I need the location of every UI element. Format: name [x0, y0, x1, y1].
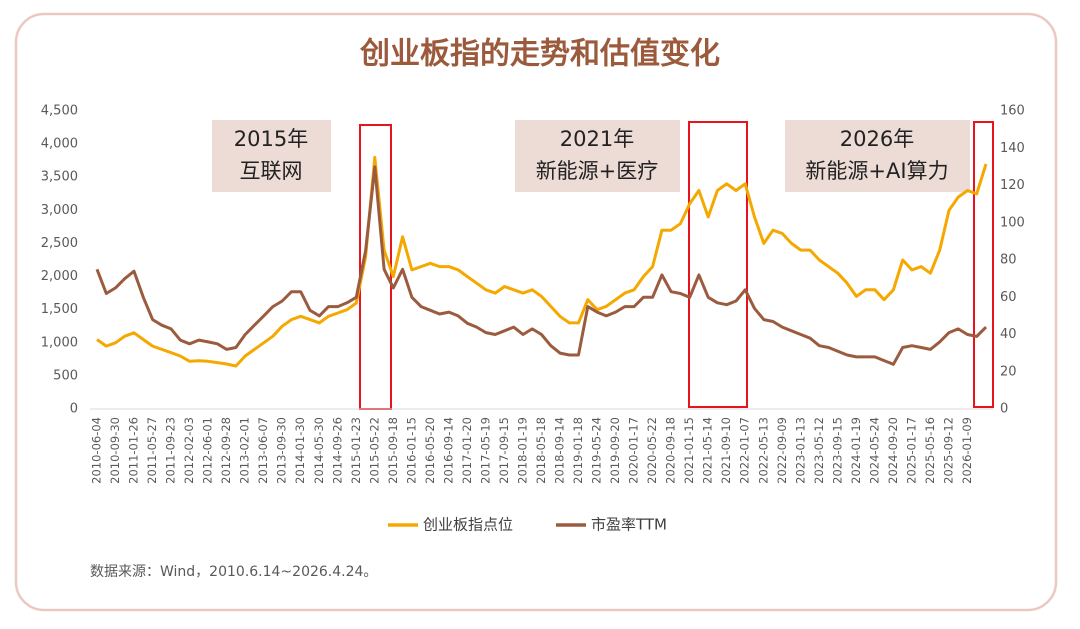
annotation-text: 2021年 — [560, 127, 634, 151]
y2-tick-label: 40 — [1000, 327, 1017, 342]
x-tick-label: 2019-01-18 — [571, 417, 585, 484]
x-tick-label: 2026-01-09 — [960, 417, 974, 484]
y2-tick-label: 80 — [1000, 253, 1017, 268]
x-tick-label: 2020-05-22 — [645, 417, 659, 484]
x-tick-label: 2023-09-15 — [830, 417, 844, 484]
x-tick-label: 2017-05-19 — [478, 417, 492, 484]
x-tick-label: 2013-06-07 — [256, 417, 270, 484]
annotation-text: 2015年 — [234, 127, 308, 151]
y2-tick-label: 100 — [1000, 215, 1025, 230]
x-tick-label: 2014-09-26 — [330, 417, 344, 484]
annotation-text: 新能源+AI算力 — [805, 159, 948, 183]
y2-tick-label: 20 — [1000, 364, 1017, 379]
annotation-box — [212, 120, 331, 192]
x-tick-label: 2017-09-15 — [497, 417, 511, 484]
y-tick-label: 3,000 — [41, 203, 78, 218]
x-tick-label: 2017-01-20 — [460, 417, 474, 484]
x-tick-label: 2023-01-13 — [793, 417, 807, 484]
x-tick-label: 2024-09-20 — [886, 417, 900, 484]
x-tick-label: 2012-09-28 — [219, 417, 233, 484]
y-tick-label: 1,000 — [41, 335, 78, 350]
y-tick-label: 1,500 — [41, 302, 78, 317]
x-tick-label: 2024-05-24 — [867, 417, 881, 484]
x-tick-label: 2012-06-01 — [201, 417, 215, 484]
y2-tick-label: 120 — [1000, 178, 1025, 193]
series-line — [96, 155, 988, 368]
y-tick-label: 4,000 — [41, 137, 78, 152]
x-tick-label: 2019-09-20 — [608, 417, 622, 484]
x-tick-label: 2020-09-18 — [664, 417, 678, 484]
x-tick-label: 2011-09-23 — [164, 417, 178, 484]
highlight-box — [973, 121, 994, 408]
x-tick-label: 2023-05-12 — [812, 417, 826, 484]
x-tick-label: 2015-09-18 — [386, 417, 400, 484]
x-tick-label: 2015-01-23 — [349, 417, 363, 484]
x-tick-label: 2018-01-19 — [515, 417, 529, 484]
x-tick-label: 2012-02-03 — [182, 417, 196, 484]
x-tick-label: 2016-01-15 — [404, 417, 418, 484]
x-tick-label: 2013-02-01 — [238, 417, 252, 484]
source-note: 数据来源：Wind，2010.6.14~2026.4.24。 — [90, 564, 377, 580]
x-tick-label: 2025-09-12 — [941, 417, 955, 484]
x-tick-label: 2025-01-17 — [904, 417, 918, 484]
annotation-box — [785, 120, 970, 192]
y2-tick-label: 160 — [1000, 104, 1025, 119]
annotation-text: 互联网 — [240, 159, 303, 183]
x-tick-label: 2021-01-15 — [682, 417, 696, 484]
y-tick-label: 500 — [53, 368, 78, 383]
chart-title: 创业板指的走势和估值变化 — [359, 37, 720, 72]
x-tick-label: 2022-05-13 — [756, 417, 770, 484]
annotation-box — [515, 120, 680, 192]
x-tick-label: 2016-09-14 — [441, 417, 455, 484]
y2-tick-label: 0 — [1000, 402, 1008, 417]
annotation-text: 新能源+医疗 — [536, 159, 659, 183]
x-tick-label: 2011-01-26 — [127, 417, 141, 484]
x-tick-label: 2025-05-16 — [923, 417, 937, 484]
annotation-text: 2026年 — [840, 127, 914, 151]
x-tick-label: 2010-06-04 — [90, 417, 104, 484]
x-tick-label: 2021-09-10 — [719, 417, 733, 484]
x-tick-label: 2022-01-07 — [738, 417, 752, 484]
legend-label: 市盈率TTM — [591, 516, 667, 534]
legend-label: 创业板指点位 — [423, 516, 513, 534]
x-tick-label: 2020-01-17 — [627, 417, 641, 484]
x-tick-label: 2016-05-20 — [423, 417, 437, 484]
x-tick-label: 2024-01-19 — [849, 417, 863, 484]
x-tick-label: 2011-05-27 — [145, 417, 159, 484]
x-tick-label: 2018-09-14 — [553, 417, 567, 484]
y-tick-label: 2,000 — [41, 269, 78, 284]
card — [14, 12, 1058, 612]
y2-tick-label: 60 — [1000, 290, 1017, 305]
x-tick-label: 2010-09-30 — [108, 417, 122, 484]
x-tick-label: 2022-09-09 — [775, 417, 789, 484]
series-line — [95, 165, 988, 366]
y-tick-label: 2,500 — [41, 236, 78, 251]
x-tick-label: 2014-01-30 — [293, 417, 307, 484]
annotations — [212, 120, 970, 192]
x-tick-label: 2013-09-30 — [275, 417, 289, 484]
x-tick-label: 2015-05-22 — [367, 417, 381, 484]
y2-tick-label: 140 — [1000, 141, 1025, 156]
x-tick-label: 2018-05-18 — [534, 417, 548, 484]
x-tick-label: 2019-05-24 — [590, 417, 604, 484]
y-tick-label: 3,500 — [41, 170, 78, 185]
y-tick-label: 4,500 — [41, 104, 78, 119]
y-tick-label: 0 — [70, 402, 78, 417]
x-tick-label: 2014-05-30 — [312, 417, 326, 484]
highlight-box — [688, 121, 748, 408]
x-tick-label: 2021-05-14 — [701, 417, 715, 484]
